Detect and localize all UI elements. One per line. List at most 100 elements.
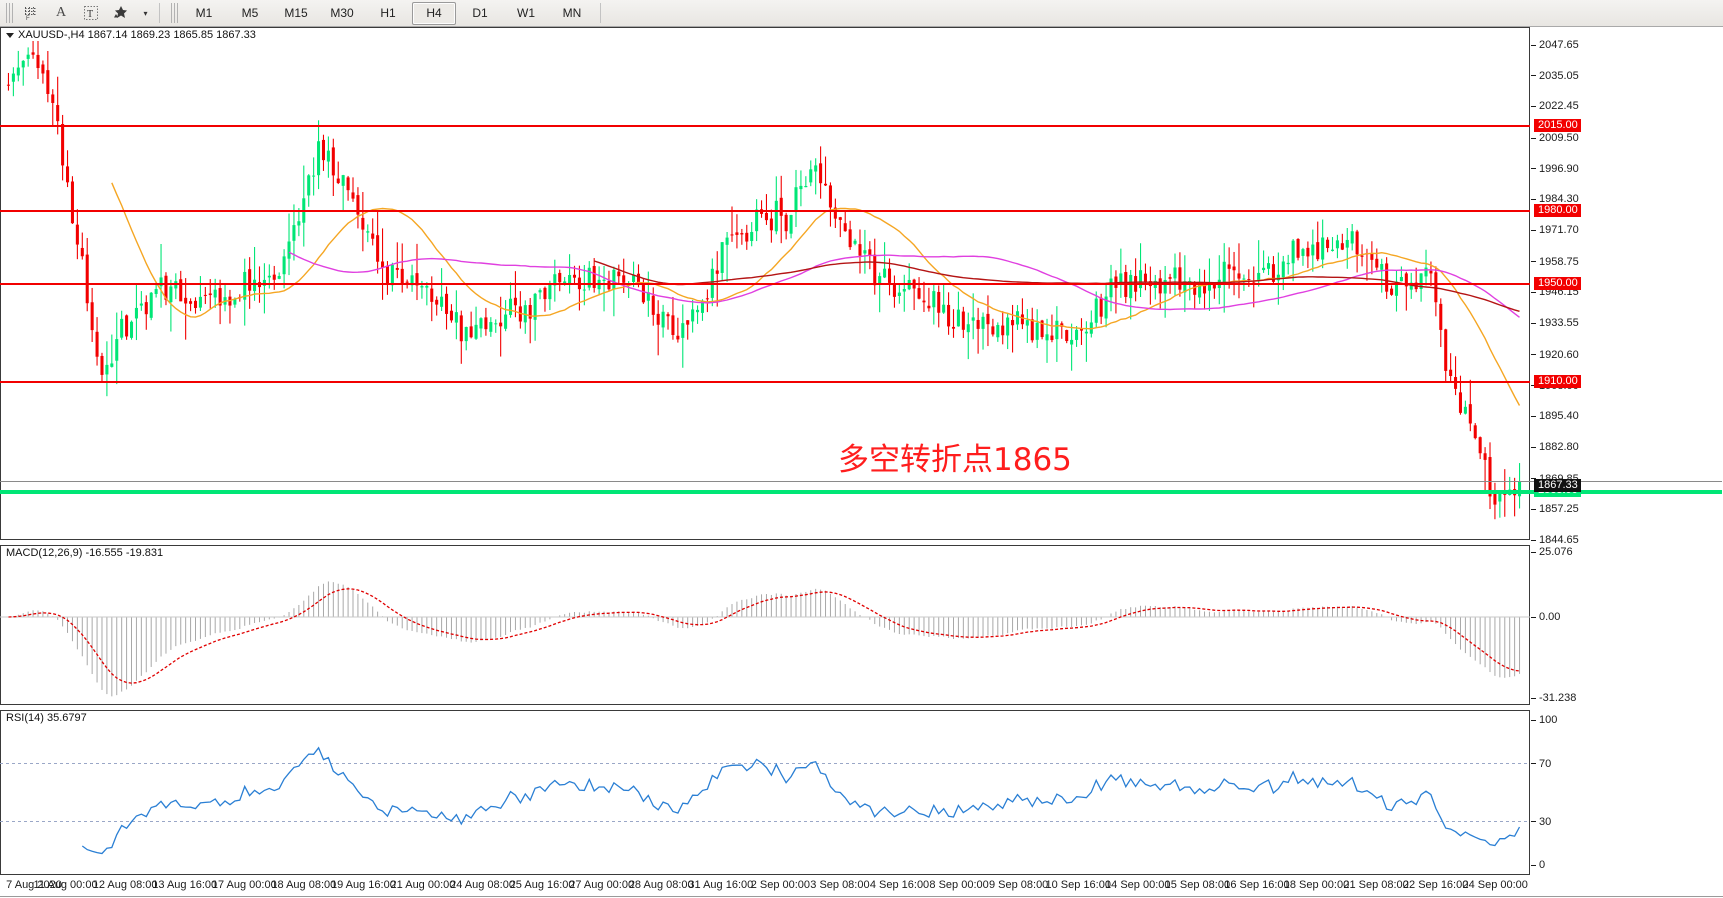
time-axis-rule — [0, 896, 1723, 897]
time-tick-label: 25 Aug 16:00 — [509, 879, 575, 891]
chart-symbol-ohlc-text: XAUUSD-,H4 1867.14 1869.23 1865.85 1867.… — [18, 29, 256, 41]
last-price-tag: 1867.33 — [1534, 478, 1581, 492]
time-tick-label: 27 Aug 00:00 — [569, 879, 635, 891]
price-level-tag-1950[interactable]: 1950.00 — [1534, 277, 1581, 291]
rsi-tick: 0 — [1531, 860, 1545, 871]
price-tick: 2022.45 — [1531, 101, 1579, 112]
objects-icon[interactable] — [107, 1, 135, 26]
time-tick-label: 7 Aug 2020 — [6, 879, 62, 891]
rsi-tick: 70 — [1531, 758, 1551, 770]
objects-glyph — [114, 6, 127, 18]
time-tick-label: 31 Aug 16:00 — [688, 879, 754, 891]
crosshair-grid-icon[interactable]: F — [17, 1, 45, 26]
text-label-A-glyph: A — [55, 5, 67, 20]
time-tick-label: 18 Sep 00:00 — [1283, 879, 1350, 891]
time-tick-label: 24 Sep 00:00 — [1462, 879, 1528, 891]
time-tick-label: 9 Sep 08:00 — [988, 879, 1049, 891]
price-tick: 1920.60 — [1531, 349, 1579, 361]
tf-m5[interactable]: M5 — [241, 6, 259, 20]
ma-magenta-line — [288, 251, 1520, 318]
price-tick: 1933.55 — [1531, 318, 1579, 329]
tf-m1[interactable]: M1 — [195, 6, 213, 20]
text-box-icon[interactable]: T — [77, 1, 105, 26]
tf-m30[interactable]: M30 — [330, 6, 354, 20]
tf-mn[interactable]: MN — [562, 6, 582, 20]
objects-dropdown-caret-icon[interactable]: ▾ — [137, 1, 153, 26]
macd-histogram — [12, 581, 1521, 697]
time-tick-label: 2 Sep 00:00 — [750, 879, 811, 891]
price-tick: 2009.50 — [1531, 132, 1579, 144]
time-tick-label: 21 Aug 00:00 — [390, 879, 456, 891]
level-line-2015[interactable] — [0, 124, 1530, 127]
toolbar-separator-right — [600, 3, 601, 23]
macd-chart-canvas — [0, 581, 1530, 697]
last-price-line — [0, 480, 1722, 482]
chart-dropdown-caret-icon[interactable] — [6, 32, 14, 38]
tf-h1[interactable]: H1 — [380, 6, 396, 20]
time-tick-label: 28 Aug 08:00 — [628, 879, 694, 891]
chart-area[interactable]: XAUUSD-,H4 1867.14 1869.23 1865.85 1867.… — [0, 27, 1723, 898]
macd-scale: 25.076 0.00 -31.238 — [1531, 545, 1723, 705]
svg-text:F: F — [26, 16, 30, 21]
time-axis: 7 Aug 2020 11 Aug 00:00 12 Aug 08:00 13 Aug… — [0, 878, 1723, 896]
rsi-tick: 30 — [1531, 816, 1551, 828]
time-tick-label: 4 Sep 16:00 — [869, 879, 930, 891]
price-tick: 1844.65 — [1531, 535, 1579, 546]
price-level-tag-2015[interactable]: 2015.00 — [1534, 118, 1581, 132]
time-tick-label: 18 Aug 08:00 — [271, 879, 337, 891]
svg-text:T: T — [87, 9, 93, 20]
time-tick-label: 21 Sep 08:00 — [1343, 879, 1409, 891]
price-tick: 1857.25 — [1531, 504, 1579, 515]
rsi-line — [81, 746, 1521, 855]
price-tick: 1869.85 — [1531, 473, 1579, 485]
ma-orange-line — [111, 182, 1521, 406]
rsi-panel[interactable] — [0, 710, 1530, 875]
time-tick-label: 22 Sep 16:00 — [1402, 879, 1469, 891]
text-label-A-icon[interactable]: A — [47, 1, 75, 26]
time-tick-label: 16 Sep 16:00 — [1224, 879, 1290, 891]
time-tick-label: 10 Sep 16:00 — [1045, 879, 1111, 891]
price-tick: 1882.80 — [1531, 441, 1579, 453]
price-tick: 1971.70 — [1531, 225, 1579, 236]
price-tick: 1996.90 — [1531, 163, 1579, 175]
main-toolbar: F A T ▾ M1 M5 M15 M30 H1 H4 D1 W1 MN — [0, 0, 1723, 27]
time-tick-label: 13 Aug 16:00 — [152, 879, 218, 891]
tf-w1[interactable]: W1 — [517, 6, 535, 20]
macd-tick: 0.00 — [1531, 612, 1560, 623]
price-tick: 1946.15 — [1531, 287, 1579, 298]
macd-tick: 25.076 — [1531, 547, 1573, 558]
macd-panel[interactable] — [0, 545, 1530, 705]
tf-m15[interactable]: M15 — [284, 6, 308, 20]
caret-glyph: ▾ — [143, 8, 148, 18]
rsi-header: RSI(14) 35.6797 — [4, 712, 89, 724]
chart-annotation-text[interactable]: 多空转折点1865 — [838, 442, 1072, 479]
price-tick: 1984.30 — [1531, 194, 1579, 205]
toolbar-grip-timeframes[interactable] — [171, 3, 178, 23]
level-line-1865[interactable] — [0, 490, 1722, 495]
rsi-chart-canvas — [0, 746, 1530, 855]
candlestick-series — [6, 37, 1522, 520]
price-tick: 1895.40 — [1531, 411, 1579, 422]
tf-h4[interactable]: H4 — [412, 1, 456, 25]
time-tick-label: 3 Sep 08:00 — [810, 879, 870, 891]
time-tick-label: 15 Sep 08:00 — [1164, 879, 1231, 891]
price-level-tag-1980[interactable]: 1980.00 — [1534, 203, 1581, 217]
level-line-1950[interactable] — [0, 283, 1530, 286]
toolbar-separator — [159, 3, 160, 23]
toolbar-grip-left[interactable] — [6, 3, 13, 23]
time-tick-label: 19 Aug 16:00 — [330, 879, 396, 891]
price-scale[interactable]: 2047.65 2035.05 2022.45 2009.50 1996.90 1984.… — [1531, 27, 1723, 546]
level-line-1910[interactable] — [0, 380, 1530, 383]
time-tick-label: 14 Sep 00:00 — [1105, 879, 1171, 891]
time-tick-label: 8 Sep 00:00 — [929, 879, 989, 891]
price-tick: 2035.05 — [1531, 70, 1579, 82]
tf-d1[interactable]: D1 — [472, 6, 488, 20]
rsi-scale: 100 70 30 0 — [1531, 710, 1723, 875]
chart-symbol-header[interactable]: XAUUSD-,H4 1867.14 1869.23 1865.85 1867.… — [4, 29, 258, 41]
price-tick: 2047.65 — [1531, 39, 1579, 51]
price-level-tag-1910[interactable]: 1910.00 — [1534, 374, 1581, 388]
level-line-1980[interactable] — [0, 209, 1530, 212]
rsi-tick: 100 — [1531, 715, 1557, 726]
price-tick: 1958.75 — [1531, 256, 1579, 268]
time-tick-label: 17 Aug 00:00 — [211, 879, 277, 891]
